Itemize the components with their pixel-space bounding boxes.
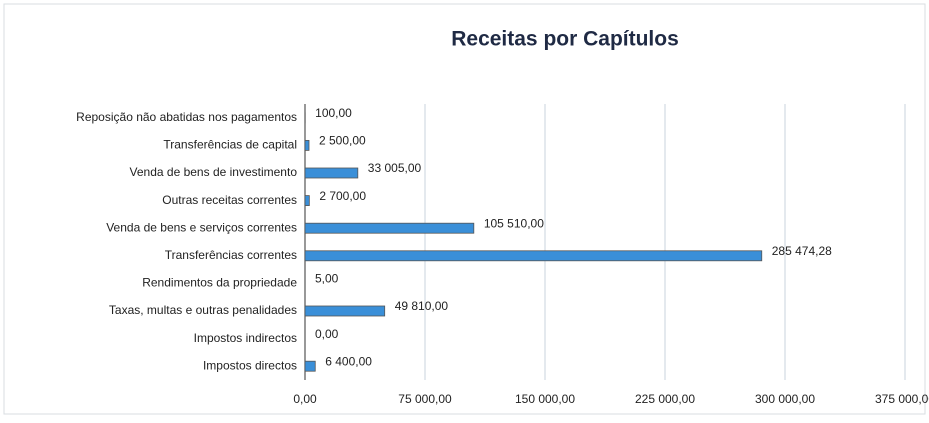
y-tick-label: Outras receitas correntes <box>162 193 297 207</box>
bar <box>305 140 309 150</box>
x-tick-label: 75 000,00 <box>398 392 452 406</box>
y-tick-label: Transferências de capital <box>163 138 297 152</box>
y-tick-label: Rendimentos da propriedade <box>142 276 297 290</box>
y-tick-label: Taxas, multas e outras penalidades <box>109 303 297 317</box>
chart-frame <box>4 4 925 414</box>
value-label: 100,00 <box>315 106 352 120</box>
bar <box>305 306 385 316</box>
y-tick-label: Venda de bens de investimento <box>130 165 298 179</box>
x-tick-label: 225 000,00 <box>635 392 695 406</box>
chart-title: Receitas por Capítulos <box>451 28 679 51</box>
value-label: 2 700,00 <box>319 189 366 203</box>
y-tick-label: Reposição não abatidas nos pagamentos <box>76 110 297 124</box>
x-tick-label: 150 000,00 <box>515 392 575 406</box>
value-label: 33 005,00 <box>368 161 422 175</box>
y-tick-label: Impostos indirectos <box>194 331 297 345</box>
bar <box>305 196 309 206</box>
value-label: 5,00 <box>315 272 339 286</box>
y-tick-label: Transferências correntes <box>165 248 297 262</box>
value-label: 49 810,00 <box>395 299 449 313</box>
value-label: 105 510,00 <box>484 216 544 230</box>
bar <box>305 361 315 371</box>
value-label: 0,00 <box>315 327 339 341</box>
x-tick-label: 300 000,00 <box>755 392 815 406</box>
value-label: 6 400,00 <box>325 354 372 368</box>
y-tick-label: Venda de bens e serviços correntes <box>106 220 297 234</box>
bar <box>305 168 358 178</box>
bar <box>305 251 762 261</box>
y-tick-label: Impostos directos <box>203 358 297 372</box>
value-label: 2 500,00 <box>319 134 366 148</box>
x-tick-label: 0,00 <box>293 392 317 406</box>
x-tick-label: 375 000,00 <box>875 392 929 406</box>
bar <box>305 223 474 233</box>
value-label: 285 474,28 <box>772 244 832 258</box>
